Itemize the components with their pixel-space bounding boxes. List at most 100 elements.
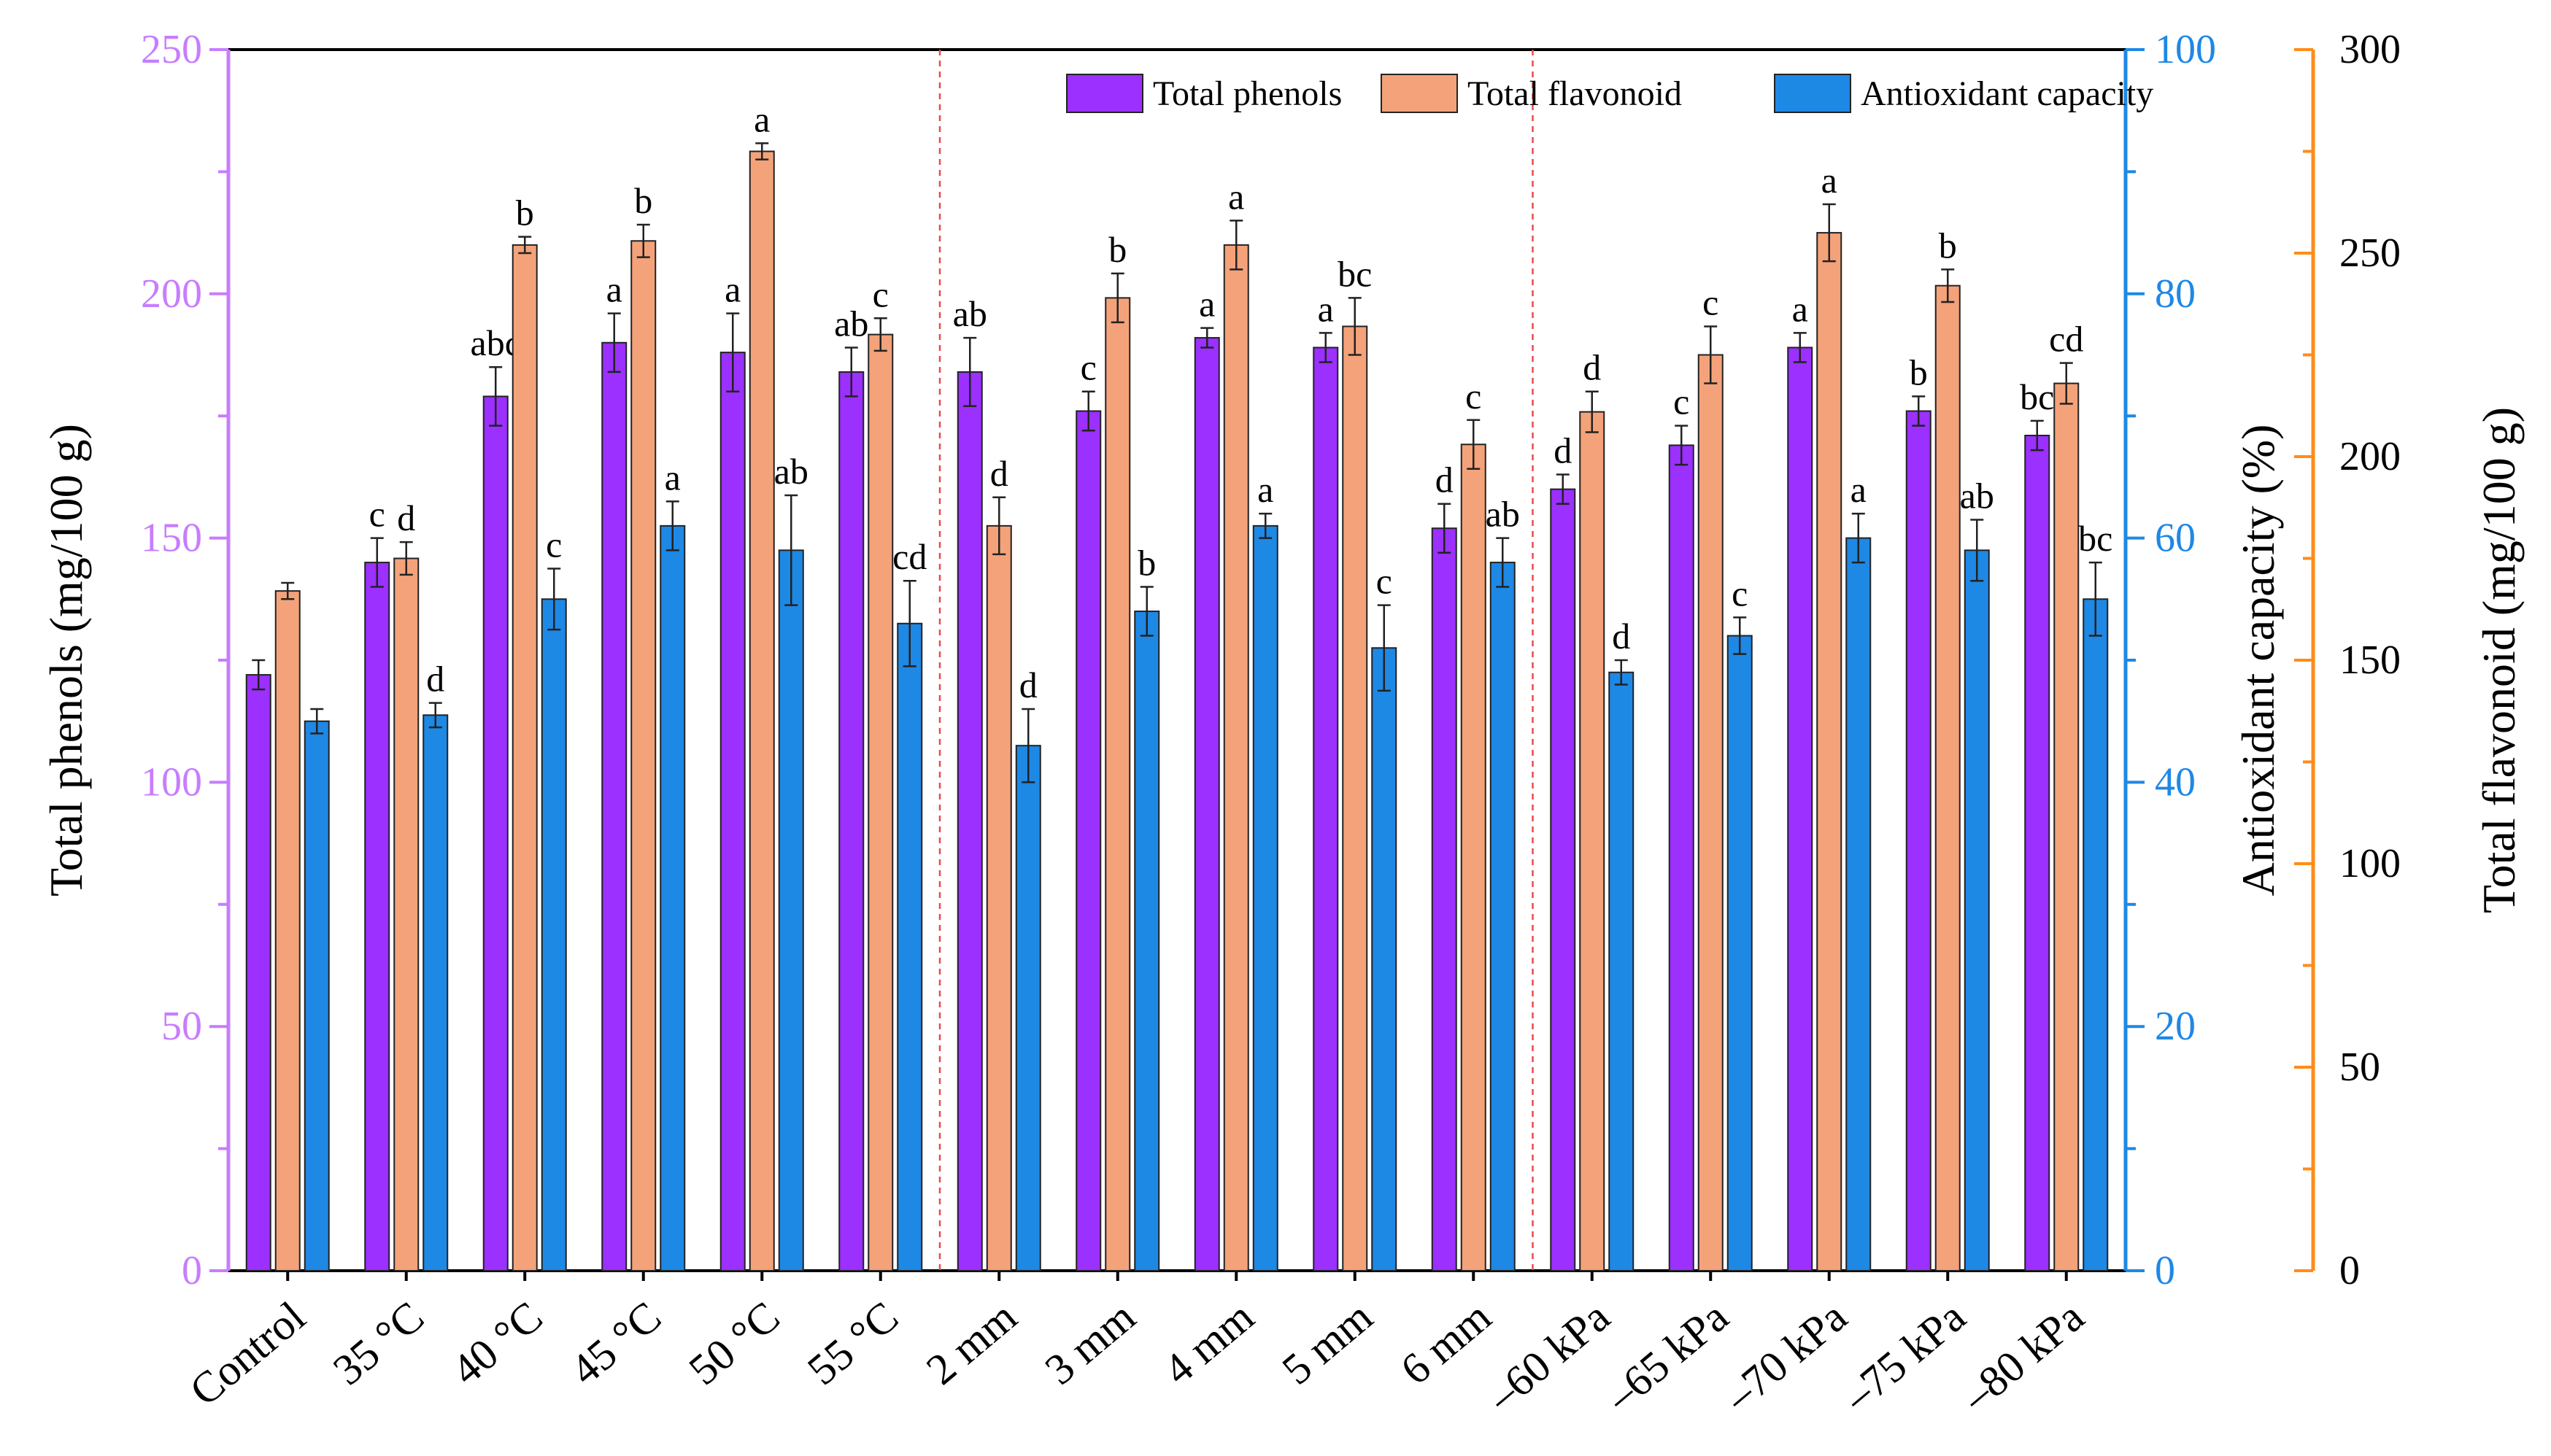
x-tick-label: 2 mm [917,1292,1025,1393]
bar-total-phenols [2024,434,2050,1271]
bar-antioxidant-capacity [1964,549,1990,1271]
y-right-tick-label: 60 [2155,516,2196,561]
bar-total-flavonoid [274,590,301,1271]
significance-letter: c [1673,382,1689,422]
significance-letter: a [1228,176,1244,217]
bar-total-flavonoid [749,150,775,1271]
bar-total-phenols [1905,410,1931,1271]
x-tick-label: –70 kPa [1716,1292,1856,1421]
significance-letter: a [1850,469,1867,510]
significance-letter: cd [892,536,927,577]
bar-total-phenols [1431,527,1457,1271]
significance-letter: bc [2078,518,2112,559]
x-tick-label: 40 °C [443,1292,552,1394]
significance-letter: d [1583,347,1601,388]
y-right-tick-label: 80 [2155,271,2196,317]
y-axis-label-right: Antioxidant capacity (%) [2232,425,2284,897]
significance-letter: a [1821,160,1837,201]
y-left-tick-label: 50 [161,1004,202,1049]
bar-total-phenols [245,674,271,1271]
y-right2-tick-label: 150 [2339,638,2401,683]
bar-antioxidant-capacity [1134,611,1160,1271]
bar-total-flavonoid [1105,297,1131,1271]
significance-letter: b [634,180,652,221]
x-tick-label: –75 kPa [1834,1292,1975,1421]
bar-antioxidant-capacity [1489,562,1516,1271]
significance-letter: ab [953,293,987,334]
significance-letter: c [546,524,562,565]
significance-letter: cd [2049,319,2083,360]
x-tick-label: 4 mm [1154,1292,1262,1393]
bar-antioxidant-capacity [304,720,330,1271]
bar-total-phenols [957,371,983,1271]
x-tick-label: 55 °C [798,1292,907,1394]
bar-total-phenols [1076,410,1102,1271]
legend-swatch [1774,74,1851,113]
significance-letter: b [1939,225,1957,266]
x-tick-label: –60 kPa [1478,1292,1619,1421]
bar-antioxidant-capacity [1252,524,1278,1271]
bar-total-phenols [1787,346,1813,1271]
bar-antioxidant-capacity [778,549,804,1271]
significance-letter: d [1612,616,1630,657]
bar-antioxidant-capacity [541,598,567,1271]
bar-total-flavonoid [1460,444,1486,1271]
x-tick-label: 35 °C [324,1292,433,1394]
y-right-tick-label: 20 [2155,1004,2196,1049]
significance-letter: bc [1338,253,1372,294]
bar-total-flavonoid [1816,232,1842,1272]
bar-total-flavonoid [1934,284,1961,1271]
bar-antioxidant-capacity [1845,537,1872,1271]
y-right-tick-label: 40 [2155,759,2196,805]
x-tick-label: 50 °C [680,1292,789,1394]
significance-letter: ab [1486,494,1520,535]
bar-total-flavonoid [512,244,538,1272]
bar-antioxidant-capacity [1371,647,1397,1271]
x-tick-label: –80 kPa [1953,1292,2093,1421]
bar-antioxidant-capacity [1015,745,1041,1271]
bar-total-phenols [719,352,746,1272]
significance-letter: b [1910,352,1928,392]
significance-letter: c [873,274,889,314]
bar-total-flavonoid [868,333,894,1272]
significance-letter: b [1138,543,1156,584]
y-left-tick-label: 250 [141,27,202,72]
bar-total-phenols [1668,444,1694,1271]
legend-label: Total flavonoid [1467,74,1682,113]
significance-letter: a [725,269,741,310]
significance-letter: b [1108,229,1127,270]
y-right2-tick-label: 100 [2339,841,2401,886]
bar-antioxidant-capacity [1608,671,1635,1271]
significance-letter: ab [834,303,868,344]
significance-letter: ab [1960,475,1994,516]
bars-layer: c ddabcbcabaaaababccdabddcbbaaaabccdcabdd… [245,98,2112,1272]
bar-total-phenols [1194,337,1220,1272]
x-tick-label: 5 mm [1273,1292,1381,1393]
legend-label: Antioxidant capacity [1861,74,2153,113]
bar-total-phenols [1313,346,1339,1271]
y-right-tick-label: 100 [2155,27,2216,72]
bar-total-flavonoid [393,557,420,1271]
y-right2-tick-label: 50 [2339,1045,2380,1090]
significance-letter: a [1199,284,1215,325]
y-axis-label-right2: Total flavonoid (mg/100 g) [2473,407,2525,913]
x-tick-label: –65 kPa [1597,1292,1737,1421]
bar-total-phenols [1550,488,1576,1271]
legend-label: Total phenols [1153,74,1342,113]
bar-total-phenols [838,371,865,1271]
significance-letter: d [1554,430,1572,471]
significance-letter: c [1081,347,1097,388]
bar-antioxidant-capacity [422,714,449,1271]
significance-letter: a [1792,288,1808,329]
y-right2-tick-label: 300 [2339,27,2401,72]
legend-swatch [1381,74,1458,113]
significance-letter: bc [2020,376,2054,417]
significance-letter: c [1465,376,1481,417]
y-right-tick-label: 0 [2155,1248,2175,1293]
legend: Total phenols Total flavonoid Antioxidant … [1066,74,2153,113]
significance-letter: d [1019,665,1038,705]
x-tick-label: 3 mm [1036,1292,1144,1393]
y-left-tick-label: 150 [141,516,202,561]
significance-letter: d [397,497,415,538]
